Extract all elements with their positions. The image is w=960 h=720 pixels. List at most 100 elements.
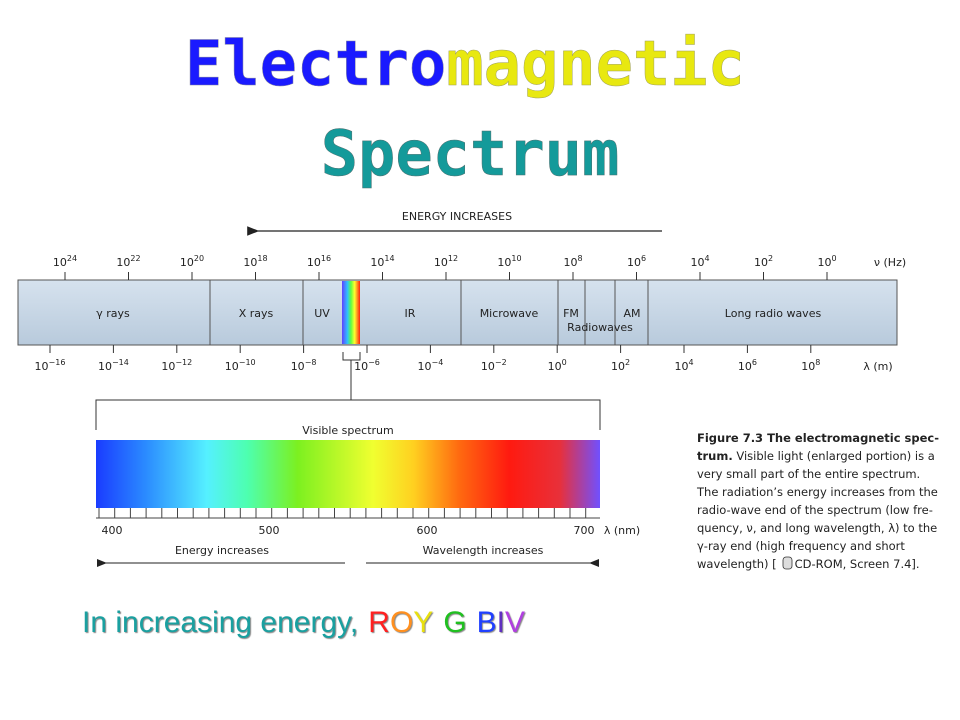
tick-exp: −2 bbox=[495, 358, 507, 367]
caption-line: radio-wave end of the spectrum (low fre- bbox=[697, 503, 933, 517]
frequency-tick: 1020 bbox=[180, 254, 204, 269]
tick-base: 10 bbox=[548, 360, 562, 373]
region-label: FM bbox=[563, 307, 579, 320]
tick-exp: 6 bbox=[641, 254, 646, 263]
frequency-tick: 1014 bbox=[370, 254, 394, 269]
region-label: AM bbox=[623, 307, 640, 320]
region-label: Microwave bbox=[480, 307, 539, 320]
tick-base: 10 bbox=[801, 360, 815, 373]
frequency-tick: 1018 bbox=[243, 254, 267, 269]
region-label: γ rays bbox=[96, 307, 130, 320]
frequency-tick: 1016 bbox=[307, 254, 331, 269]
footer: In increasing energy, ROY G BIV bbox=[82, 606, 525, 639]
tick-exp: −12 bbox=[175, 358, 192, 367]
tick-base: 10 bbox=[243, 256, 257, 269]
tick-exp: 12 bbox=[448, 254, 458, 263]
wavelength-tick: 10−4 bbox=[418, 358, 444, 373]
visible-tick: 500 bbox=[259, 524, 280, 537]
title-part: Electro bbox=[185, 27, 446, 100]
region-label: Long radio waves bbox=[725, 307, 822, 320]
tick-exp: −8 bbox=[305, 358, 317, 367]
title-line-2: Spectrum bbox=[321, 117, 620, 190]
footer-letter: G bbox=[443, 606, 466, 639]
tick-base: 10 bbox=[563, 256, 577, 269]
tick-base: 10 bbox=[116, 256, 130, 269]
caption-segment: wavelength) [ bbox=[697, 557, 777, 571]
tick-exp: 8 bbox=[815, 358, 820, 367]
tick-exp: −10 bbox=[239, 358, 256, 367]
tick-base: 10 bbox=[225, 360, 239, 373]
frequency-tick: 108 bbox=[563, 254, 582, 269]
energy-increases: Energy increases bbox=[175, 544, 269, 557]
visible-label: Visible spectrum bbox=[302, 424, 393, 437]
caption-segment: Visible light (enlarged portion) is a bbox=[733, 449, 935, 463]
footer-letter: I bbox=[497, 606, 505, 639]
tick-exp: −6 bbox=[368, 358, 380, 367]
caption-line: γ-ray end (high frequency and short bbox=[697, 539, 905, 553]
tick-base: 10 bbox=[354, 360, 368, 373]
caption-line: trum. Visible light (enlarged portion) i… bbox=[697, 449, 935, 463]
tick-exp: 16 bbox=[321, 254, 331, 263]
tick-base: 10 bbox=[434, 256, 448, 269]
tick-base: 10 bbox=[627, 256, 641, 269]
tick-exp: −14 bbox=[112, 358, 129, 367]
wavelength-tick: 10−2 bbox=[481, 358, 507, 373]
wavelength-tick: 10−12 bbox=[161, 358, 192, 373]
caption-segment: radio-wave end of the spectrum (low fre- bbox=[697, 503, 933, 517]
tick-exp: 4 bbox=[688, 358, 693, 367]
caption-line: quency, ν, and long wavelength, λ) to th… bbox=[697, 521, 937, 535]
caption-segment: trum. bbox=[697, 449, 733, 463]
tick-base: 10 bbox=[674, 360, 688, 373]
tick-exp: 0 bbox=[831, 254, 836, 263]
visible-tick: 600 bbox=[417, 524, 438, 537]
title-line-1: Electromagnetic bbox=[185, 27, 745, 100]
footer-letter: Y bbox=[413, 606, 433, 639]
energy-label: ENERGY INCREASES bbox=[402, 210, 512, 223]
frequency-tick: 104 bbox=[690, 254, 709, 269]
caption-segment: γ-ray end (high frequency and short bbox=[697, 539, 905, 553]
tick-base: 10 bbox=[291, 360, 305, 373]
frequency-tick: 1022 bbox=[116, 254, 140, 269]
tick-base: 10 bbox=[307, 256, 321, 269]
wavelength-tick: 104 bbox=[674, 358, 693, 373]
visible-bar bbox=[96, 440, 600, 508]
frequency-tick: 106 bbox=[627, 254, 646, 269]
frequency-tick: 100 bbox=[817, 254, 836, 269]
tick-base: 10 bbox=[180, 256, 194, 269]
caption-segment: very small part of the entire spectrum. bbox=[697, 467, 920, 481]
caption-line: The radiation’s energy increases from th… bbox=[696, 485, 938, 499]
radiowaves-label: Radiowaves bbox=[567, 321, 633, 334]
caption-segment: Figure 7.3 The electromagnetic spec- bbox=[697, 431, 939, 445]
tick-base: 10 bbox=[35, 360, 49, 373]
title-part: magnetic bbox=[446, 27, 745, 100]
tick-exp: 0 bbox=[562, 358, 567, 367]
cd-icon bbox=[782, 556, 793, 570]
tick-exp: 4 bbox=[704, 254, 709, 263]
footer-letter: B bbox=[477, 606, 497, 639]
tick-exp: 2 bbox=[768, 254, 773, 263]
tick-base: 10 bbox=[53, 256, 67, 269]
tick-base: 10 bbox=[98, 360, 112, 373]
frequency-tick: 102 bbox=[754, 254, 773, 269]
wavelength-tick: 108 bbox=[801, 358, 820, 373]
tick-exp: 18 bbox=[257, 254, 267, 263]
spectrum-bar bbox=[17, 279, 898, 346]
tick-exp: 10 bbox=[511, 254, 521, 263]
tick-base: 10 bbox=[418, 360, 432, 373]
tick-base: 10 bbox=[611, 360, 625, 373]
tick-exp: 20 bbox=[194, 254, 204, 263]
caption-segment: CD-ROM, Screen 7.4]. bbox=[795, 557, 920, 571]
tick-exp: 14 bbox=[384, 254, 394, 263]
tick-base: 10 bbox=[754, 256, 768, 269]
wavelength-tick: 10−10 bbox=[225, 358, 256, 373]
wavelength-increases: Wavelength increases bbox=[423, 544, 544, 557]
wavelength-tick: 10−14 bbox=[98, 358, 129, 373]
wavelength-unit: λ (m) bbox=[863, 360, 892, 373]
bracket bbox=[95, 352, 601, 430]
tick-exp: 2 bbox=[625, 358, 630, 367]
wavelength-tick: 102 bbox=[611, 358, 630, 373]
caption-line: very small part of the entire spectrum. bbox=[697, 467, 920, 481]
wavelength-tick: 106 bbox=[738, 358, 757, 373]
wavelength-tick: 100 bbox=[548, 358, 567, 373]
